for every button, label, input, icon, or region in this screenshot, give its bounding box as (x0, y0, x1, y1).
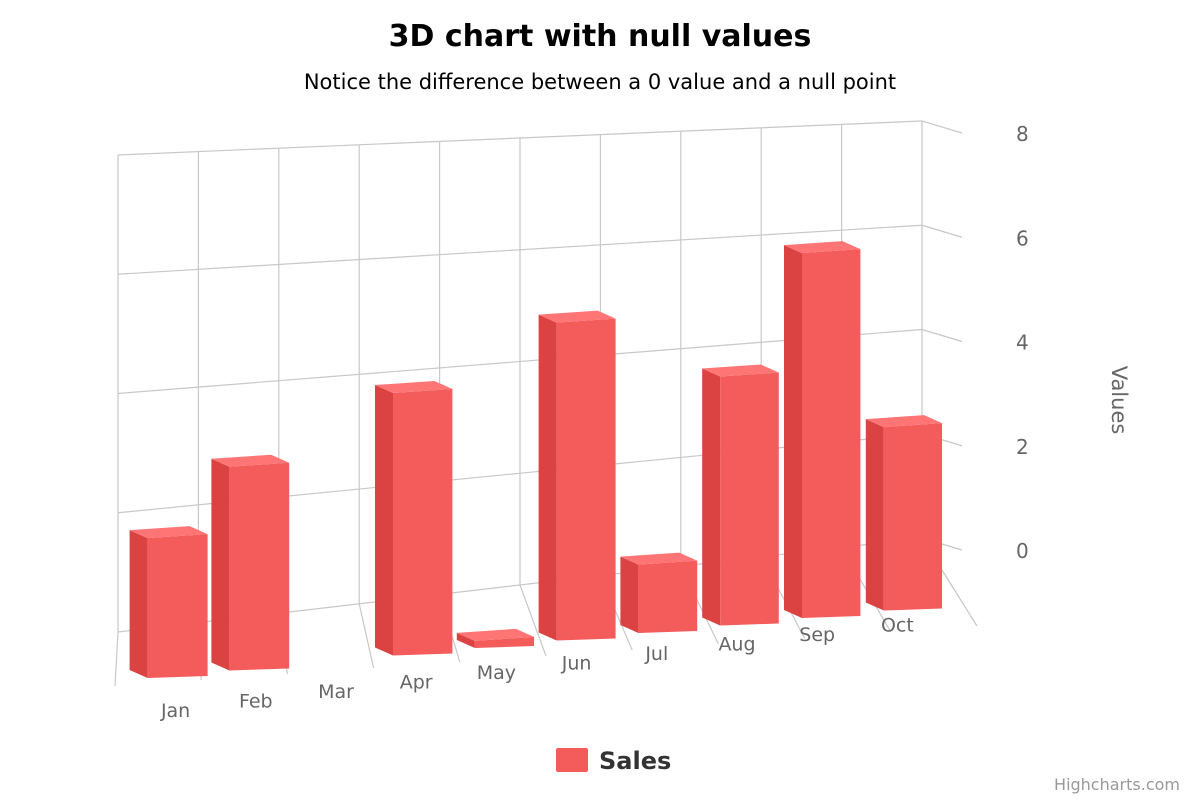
bar-front (802, 249, 861, 619)
x-tick-label: Feb (239, 691, 273, 713)
bar-front (229, 462, 290, 671)
y-axis-ticks: 0 2 4 6 8 (1016, 122, 1029, 563)
bar-front (638, 560, 698, 633)
bar-may[interactable] (456, 628, 534, 648)
chart-subtitle: Notice the difference between a 0 value … (304, 70, 896, 94)
x-tick-label: Jan (160, 700, 190, 722)
side-wall-line (921, 224, 963, 238)
floor-line (114, 631, 119, 687)
x-tick-label: May (477, 662, 516, 684)
bar-front (393, 389, 453, 656)
bar-front (556, 318, 616, 641)
legend-label-sales[interactable]: Sales (599, 747, 671, 775)
chart-title: 3D chart with null values (389, 19, 812, 54)
legend[interactable]: Sales (556, 747, 671, 775)
bar-top (129, 526, 208, 539)
bar-side (129, 530, 148, 678)
bar-front (147, 534, 208, 678)
bar-side (211, 458, 230, 671)
bar-side (538, 314, 557, 641)
y-tick-label: 0 (1016, 539, 1029, 563)
floor-line (358, 603, 375, 669)
x-tick-label: Oct (881, 615, 914, 637)
bar-top (865, 415, 942, 428)
y-tick-label: 8 (1016, 122, 1029, 146)
bar-sep[interactable] (784, 241, 861, 619)
bar-top (456, 628, 534, 641)
legend-swatch-sales[interactable] (556, 748, 588, 772)
bar-side (702, 368, 721, 626)
x-tick-label: Mar (318, 681, 354, 703)
x-tick-label: Jun (561, 653, 592, 675)
bar-jul[interactable] (620, 552, 698, 633)
bar-front (474, 636, 534, 648)
bar-top (211, 454, 290, 467)
y-tick-label: 6 (1016, 226, 1029, 250)
bar-feb[interactable] (211, 454, 290, 671)
x-axis-ticks: Jan Feb Mar Apr May Jun Jul Aug Sep Oct (160, 615, 914, 723)
bar-side (865, 419, 884, 611)
bar-top (375, 381, 453, 394)
y-axis-title: Values (1107, 366, 1131, 435)
bar-jun[interactable] (538, 310, 616, 641)
bar-side (375, 385, 393, 656)
y-tick-label: 4 (1016, 331, 1029, 355)
bar-top (620, 552, 698, 565)
bars (129, 241, 942, 678)
x-tick-label: Jul (644, 643, 668, 665)
bar-top (784, 241, 861, 254)
bar-side (620, 556, 639, 633)
bar-jan[interactable] (129, 526, 208, 678)
bar-side (456, 632, 475, 648)
bar-top (702, 364, 779, 377)
y-tick-label: 2 (1016, 435, 1029, 459)
bar-front (883, 423, 942, 611)
bar-apr[interactable] (375, 381, 453, 656)
bar-front (720, 372, 779, 626)
bar-aug[interactable] (702, 364, 779, 626)
x-tick-label: Sep (799, 624, 835, 646)
side-wall-line (921, 120, 963, 134)
bar-oct[interactable] (865, 415, 942, 611)
x-tick-label: Apr (400, 672, 433, 694)
credits-link[interactable]: Highcharts.com (1054, 775, 1180, 794)
bar-top (538, 310, 616, 323)
side-wall-line (921, 328, 963, 343)
floor-line (519, 584, 547, 657)
x-tick-label: Aug (718, 634, 755, 656)
bar-side (784, 245, 802, 619)
